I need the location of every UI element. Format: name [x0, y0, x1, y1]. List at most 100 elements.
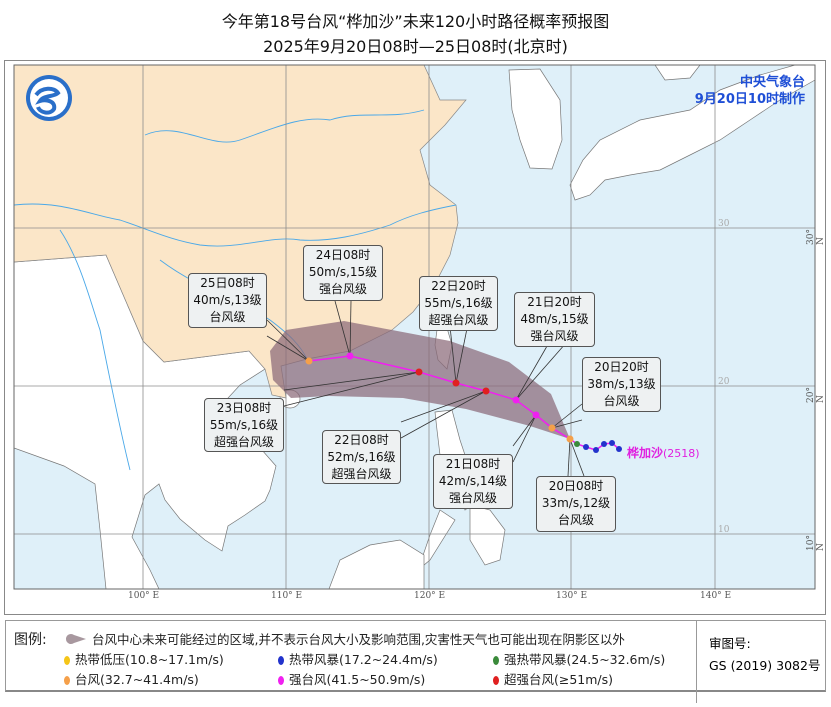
forecast-time: 25日08时: [200, 276, 255, 290]
forecast-point: [532, 411, 540, 419]
leader-line: [455, 330, 467, 384]
forecast-label-box: 20日08时 33m/s,12级 台风级: [536, 476, 616, 532]
leader-line: [567, 438, 571, 477]
leader-line: [266, 335, 310, 362]
past-point: [574, 441, 580, 447]
issue-time: 9月20日10时制作: [694, 92, 805, 107]
lon-label: 110° E: [271, 591, 303, 601]
forecast-point: [346, 352, 354, 360]
lon-label: 120° E: [414, 591, 446, 601]
approval-block: 审图号: GS (2019) 3082号: [696, 621, 829, 703]
forecast-time: 21日08时: [445, 457, 501, 471]
leader-line: [283, 371, 420, 407]
past-point: [609, 440, 615, 446]
legend-item: 超强台风(≥51m/s): [493, 669, 613, 688]
forecast-wind: 55m/s,16级: [424, 296, 493, 310]
probability-cone: [270, 321, 570, 439]
leader-line: [400, 390, 487, 423]
legend: 图例: 台风中心未来可能经过的区域,并不表示台风大小及影响范围,灾害性天气也可能…: [5, 620, 826, 703]
forecast-category: 台风级: [603, 394, 640, 408]
forecast-category: 超强台风级: [213, 435, 274, 449]
legend-item: 强热带风暴(24.5~32.6m/s): [493, 649, 665, 668]
legend-item: 强台风(41.5~50.9m/s): [278, 669, 425, 688]
leader-line: [349, 300, 352, 357]
forecast-point: [482, 387, 490, 395]
forecast-label-box: 22日08时 52m/s,16级 超强台风级: [322, 430, 401, 484]
past-point: [601, 441, 607, 447]
lat-label: 30° N: [806, 229, 826, 245]
label-leader-lines: [266, 300, 585, 477]
map-title: 今年第18号台风“桦加沙”未来120小时路径概率预报图: [221, 12, 610, 31]
legend-item: 热带低压(10.8~17.1m/s): [64, 649, 224, 668]
forecast-point: [566, 435, 574, 443]
forecast-time: 22日20时: [431, 279, 486, 293]
forecast-wind: 48m/s,15级: [520, 312, 589, 326]
forecast-wind: 33m/s,12级: [541, 496, 611, 510]
past-point: [616, 446, 622, 452]
forecast-category: 台风级: [209, 310, 246, 324]
map-frame: [4, 60, 826, 615]
other-land: [14, 65, 815, 589]
leader-line: [283, 371, 420, 391]
leader-line: [512, 414, 537, 447]
grid-value: 10: [718, 525, 730, 535]
forecast-category: 台风级: [557, 513, 594, 527]
forecast-label-box: 22日20时 55m/s,16级 超强台风级: [419, 276, 498, 331]
forecast-wind: 40m/s,13级: [193, 293, 262, 307]
leader-line: [515, 346, 547, 401]
past-point: [593, 447, 599, 453]
approval-number: GS (2019) 3082号: [709, 658, 821, 673]
leader-line: [450, 330, 457, 384]
grid-value: 20: [718, 377, 730, 387]
leader-line: [551, 419, 583, 429]
storm-label: 桦加沙(2518): [627, 444, 700, 461]
forecast-time: 20日20时: [594, 360, 649, 374]
storm-name: 桦加沙: [627, 446, 664, 460]
forecast-point: [548, 424, 556, 432]
map-subtitle: 2025年9月20日08时—25日08时(北京时): [263, 37, 568, 56]
leader-line: [266, 319, 310, 362]
forecast-category: 超强台风级: [428, 313, 489, 327]
forecast-category: 超强台风级: [331, 467, 392, 481]
forecast-category: 强台风级: [318, 282, 367, 296]
leader-line: [569, 438, 585, 477]
forecast-wind: 38m/s,13级: [587, 377, 656, 391]
forecast-label-box: 23日08时 55m/s,16级 超强台风级: [204, 398, 284, 452]
forecast-label-box: 21日20时 48m/s,15级 强台风级: [514, 292, 595, 347]
forecast-label-box: 20日20时 38m/s,13级 台风级: [582, 357, 661, 412]
leader-line: [551, 403, 583, 429]
map-canvas: [13, 64, 816, 590]
leader-line: [400, 390, 487, 439]
lon-label: 100° E: [128, 591, 160, 601]
forecast-label-box: 21日08时 42m/s,14级 强台风级: [433, 454, 513, 509]
cone-swatch-icon: [66, 634, 86, 644]
forecast-time: 22日08时: [334, 433, 389, 447]
grid-value: 30: [718, 219, 730, 229]
forecast-point: [415, 368, 423, 376]
issuer-name: 中央气象台: [739, 75, 805, 90]
legend-item: 热带风暴(17.2~24.4m/s): [278, 649, 438, 668]
forecast-wind: 50m/s,15级: [308, 265, 378, 279]
lat-label: 20° N: [806, 387, 826, 403]
lon-label: 130° E: [556, 591, 588, 601]
legend-item: 台风(32.7~41.4m/s): [64, 669, 199, 688]
forecast-time: 24日08时: [315, 248, 371, 262]
leader-line: [334, 300, 351, 357]
forecast-point: [512, 396, 520, 404]
lon-label: 140° E: [700, 591, 732, 601]
forecast-time: 23日08时: [216, 401, 272, 415]
legend-cone-text: 台风中心未来可能经过的区域,并不表示台风大小及影响范围,灾害性天气也可能出现在阴…: [91, 632, 625, 647]
legend-cone: 台风中心未来可能经过的区域,并不表示台风大小及影响范围,灾害性天气也可能出现在阴…: [64, 629, 625, 648]
forecast-category: 强台风级: [530, 329, 579, 343]
forecast-time: 20日08时: [548, 479, 604, 493]
forecast-time: 21日20时: [527, 295, 582, 309]
lat-label: 10° N: [806, 535, 826, 551]
forecast-label-box: 25日08时 40m/s,13级 台风级: [188, 273, 267, 328]
issuer-block: 中央气象台 9月20日10时制作: [670, 74, 805, 108]
approval-label: 审图号:: [709, 636, 751, 651]
forecast-point: [305, 357, 313, 365]
legend-title: 图例:: [14, 632, 47, 648]
forecast-point: [452, 379, 460, 387]
forecast-wind: 42m/s,14级: [438, 474, 508, 488]
leader-line: [512, 414, 537, 463]
